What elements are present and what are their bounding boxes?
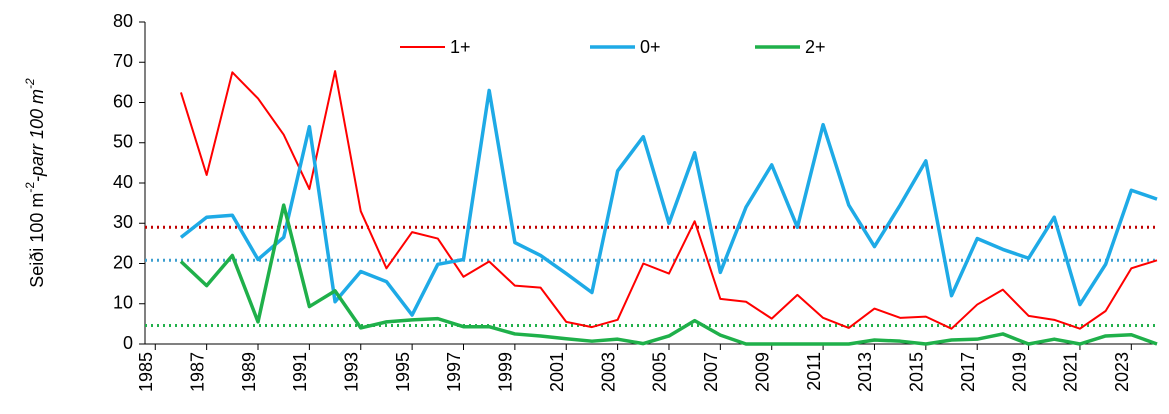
x-tick-label: 2019 <box>1009 352 1029 392</box>
y-axis-label: Seiði 100 m-2-parr 100 m-2 <box>23 78 47 288</box>
x-tick-label: 1997 <box>444 352 464 392</box>
x-tick-label: 2017 <box>958 352 978 392</box>
y-tick-label: 50 <box>113 132 133 152</box>
x-tick-label: 2023 <box>1112 352 1132 392</box>
x-tick-label: 1985 <box>136 352 156 392</box>
y-tick-label: 40 <box>113 172 133 192</box>
x-tick-label: 2005 <box>650 352 670 392</box>
y-tick-label: 10 <box>113 293 133 313</box>
x-tick-label: 2001 <box>547 352 567 392</box>
y-tick-label: 30 <box>113 212 133 232</box>
x-tick-label: 2007 <box>701 352 721 392</box>
y-label-italic: -parr 100 m <box>27 89 47 182</box>
data-line <box>179 203 1158 346</box>
y-tick-label: 60 <box>113 91 133 111</box>
x-tick-label: 2011 <box>804 352 824 391</box>
x-tick-label: 2003 <box>598 352 618 392</box>
y-tick-label: 70 <box>113 51 133 71</box>
x-tick-label: 1989 <box>239 352 259 392</box>
x-tick-label: 2013 <box>855 352 875 392</box>
x-tick-label: 2015 <box>907 352 927 392</box>
x-tick-label: 1995 <box>393 352 413 392</box>
y-label-sup2: -2 <box>23 78 37 89</box>
x-tick-label: 2009 <box>752 352 772 392</box>
legend-label: 1+ <box>450 37 471 57</box>
y-tick-label: 0 <box>123 333 133 353</box>
x-tick-label: 1987 <box>187 352 207 392</box>
x-tick-label: 2021 <box>1061 352 1081 392</box>
legend-label: 0+ <box>640 37 661 57</box>
data-line <box>180 70 1158 330</box>
y-label-sup: -2 <box>23 182 37 193</box>
data-line <box>179 88 1158 317</box>
x-tick-label: 1999 <box>496 352 516 392</box>
y-tick-label: 80 <box>113 11 133 31</box>
y-label-main: Seiði 100 m <box>27 193 47 288</box>
x-tick-label: 1993 <box>342 352 362 392</box>
x-tick-label: 1991 <box>290 352 310 392</box>
legend-label: 2+ <box>805 37 826 57</box>
y-tick-label: 20 <box>113 252 133 272</box>
